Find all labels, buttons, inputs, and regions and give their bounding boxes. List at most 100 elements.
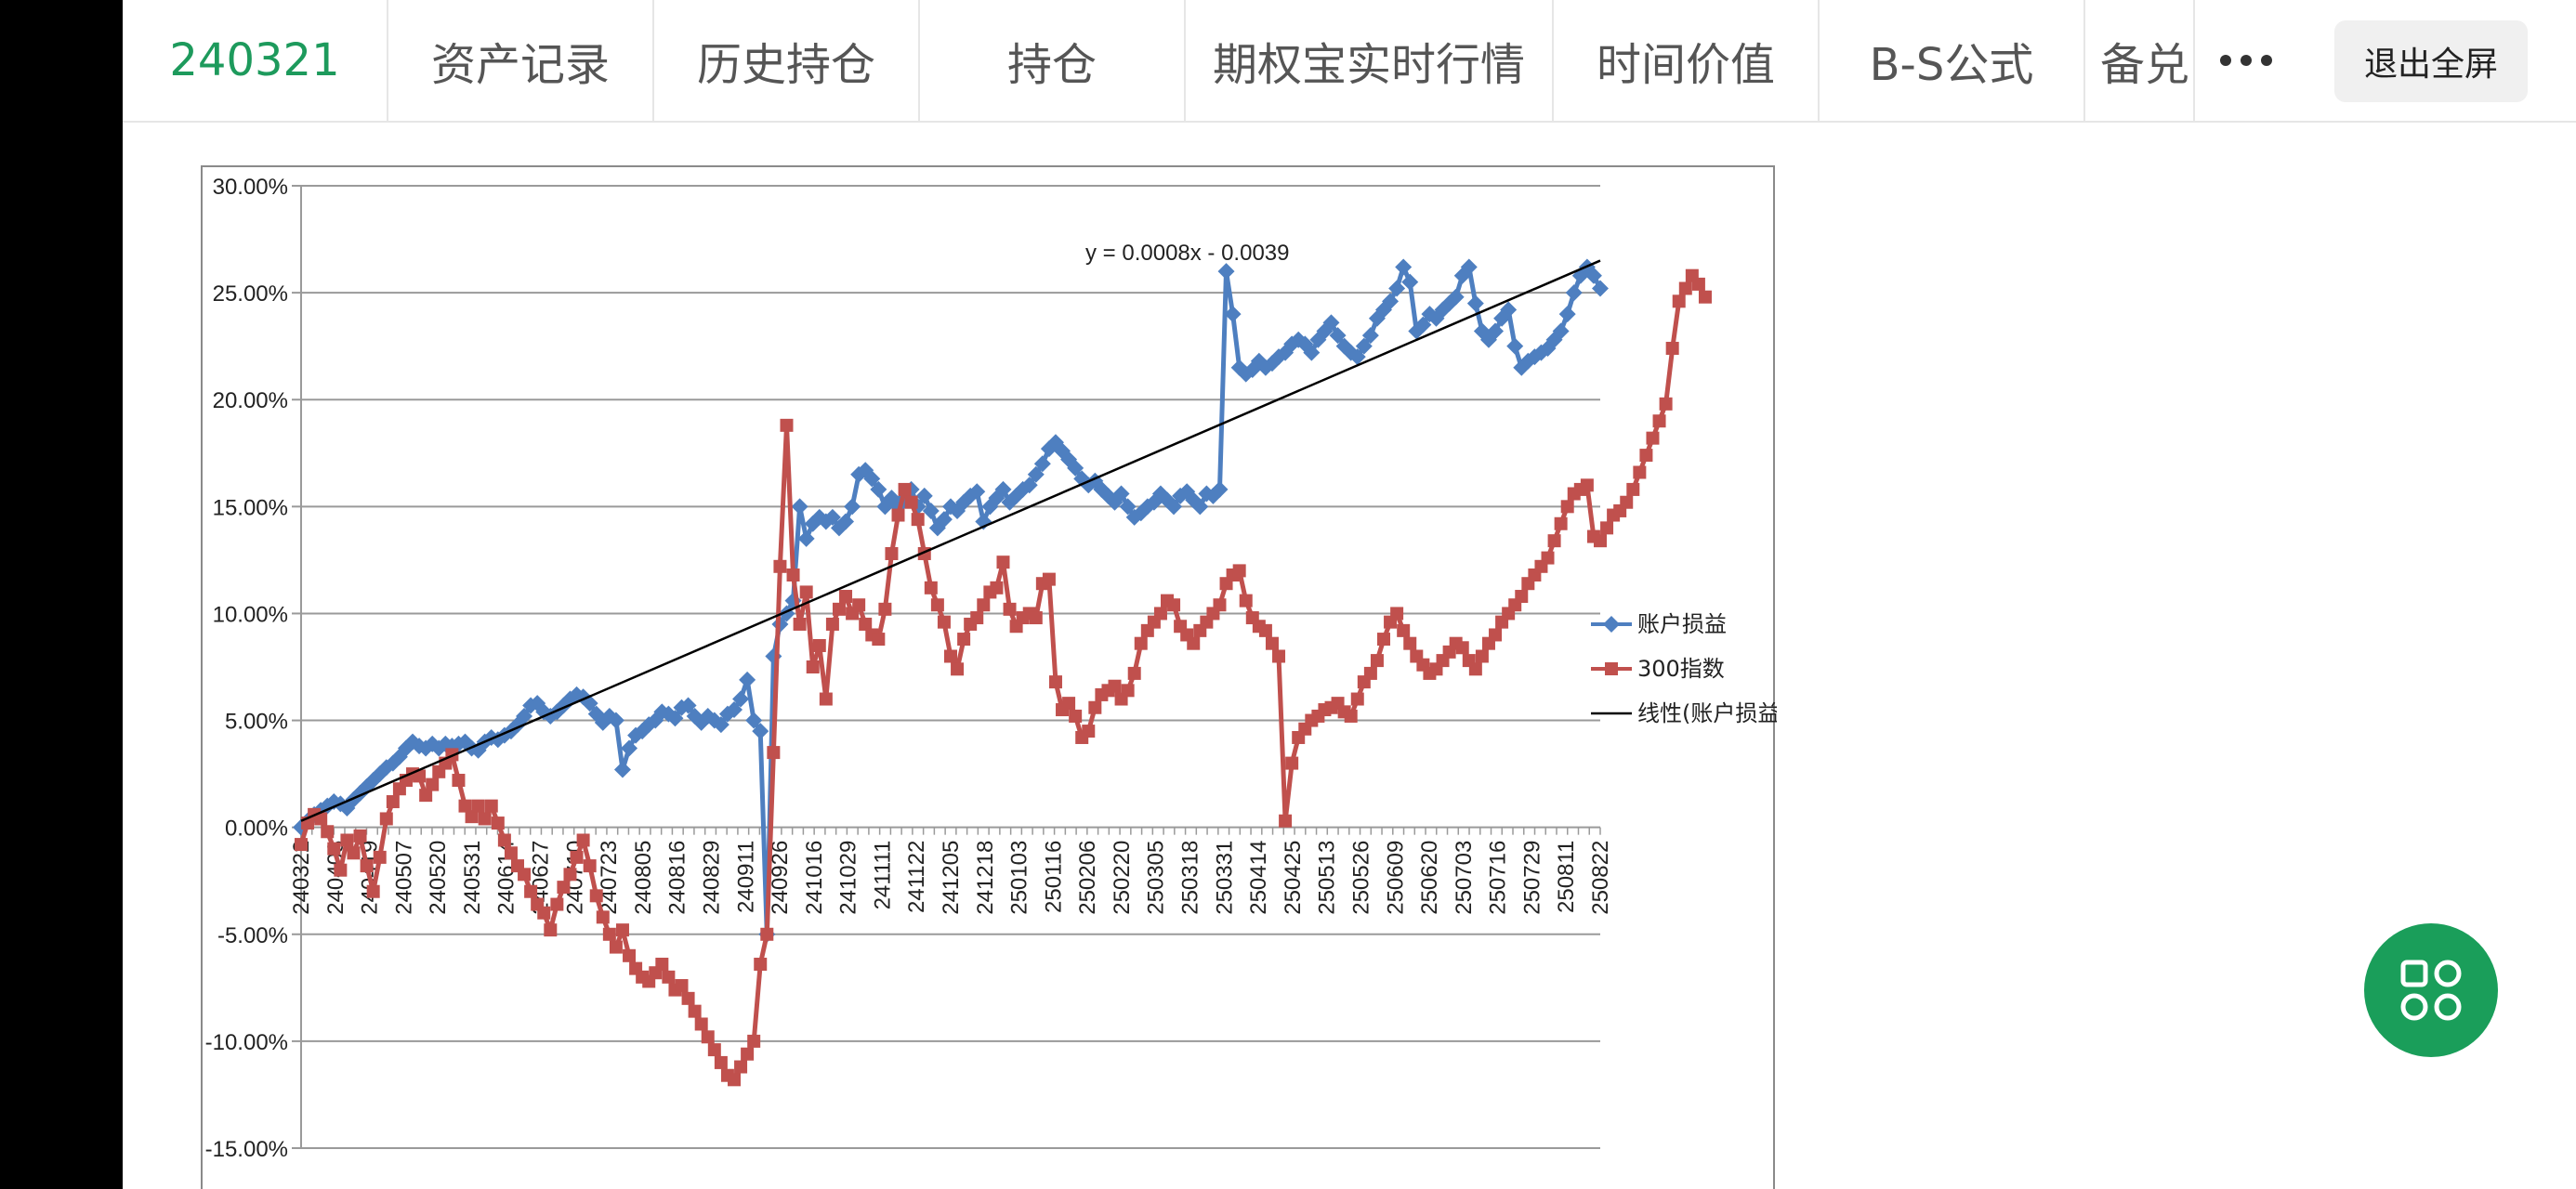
data-point xyxy=(360,859,374,873)
data-point xyxy=(786,568,800,582)
data-point xyxy=(863,470,881,488)
legend-marker xyxy=(1603,616,1620,633)
data-point xyxy=(1620,495,1634,509)
data-point xyxy=(1639,449,1653,463)
data-point xyxy=(1355,337,1373,355)
data-point xyxy=(1377,633,1390,647)
data-point xyxy=(817,513,835,530)
data-point xyxy=(977,598,991,612)
data-point xyxy=(745,712,763,729)
data-point xyxy=(1626,482,1640,496)
apps-grid-icon[interactable] xyxy=(2364,923,2498,1057)
data-point xyxy=(1370,654,1384,668)
data-point xyxy=(752,723,769,740)
data-point xyxy=(563,868,577,882)
data-point xyxy=(1303,344,1321,361)
data-point xyxy=(1487,322,1505,340)
data-point xyxy=(1489,628,1503,642)
data-point xyxy=(825,617,839,631)
data-point xyxy=(340,833,354,847)
tab-history-positions[interactable]: 历史持仓 xyxy=(654,0,920,121)
tab-covered-call[interactable]: 备兑 xyxy=(2085,0,2195,121)
x-tick-label: 250220 xyxy=(1110,841,1135,915)
data-point xyxy=(1088,700,1102,714)
x-tick-label: 240911 xyxy=(733,841,758,913)
line-chart: 30.00% 25.00% 20.00% 15.00% 10.00% 5.00% 0.00%… xyxy=(205,175,1777,1162)
tab-240321[interactable]: 240321 xyxy=(123,0,388,121)
x-tick-label: 241016 xyxy=(802,841,827,915)
data-point xyxy=(484,799,498,813)
data-point xyxy=(1344,709,1358,723)
data-point xyxy=(602,927,616,941)
data-point xyxy=(944,649,957,663)
data-point xyxy=(832,602,846,616)
tab-bs-formula[interactable]: B-S公式 xyxy=(1820,0,2085,121)
y-tick-label: -5.00% xyxy=(217,923,288,948)
data-point xyxy=(1558,306,1576,323)
data-point xyxy=(537,906,551,920)
tab-asset-records[interactable]: 资产记录 xyxy=(388,0,654,121)
data-point xyxy=(675,979,689,993)
data-point xyxy=(1401,273,1419,291)
data-point xyxy=(452,774,466,788)
data-point xyxy=(1600,521,1614,535)
x-tick-label: 250425 xyxy=(1281,841,1306,915)
data-point xyxy=(1069,709,1083,723)
data-point xyxy=(760,927,774,941)
data-point xyxy=(1165,498,1183,516)
legend-label: 300指数 xyxy=(1637,656,1725,682)
data-point xyxy=(576,833,590,847)
data-point xyxy=(1290,331,1308,348)
tab-time-value[interactable]: 时间价值 xyxy=(1554,0,1820,121)
x-tick-label: 241111 xyxy=(870,841,895,910)
data-point xyxy=(607,712,624,729)
data-point xyxy=(728,1073,741,1087)
data-point xyxy=(621,739,638,757)
data-point xyxy=(747,1034,761,1048)
data-point xyxy=(1382,293,1400,310)
x-tick-label: 240507 xyxy=(391,841,416,915)
more-horizontal-icon[interactable] xyxy=(2195,0,2297,121)
exit-fullscreen-button[interactable]: 退出全屏 xyxy=(2334,20,2528,102)
data-point xyxy=(951,662,965,676)
data-point xyxy=(615,923,629,937)
data-point xyxy=(935,511,953,529)
data-point xyxy=(1029,611,1043,625)
data-point xyxy=(1350,692,1364,706)
x-tick-label: 250331 xyxy=(1212,841,1237,915)
legend-label: 线性(账户损益) xyxy=(1637,700,1777,726)
data-point xyxy=(911,513,925,527)
data-point xyxy=(812,638,826,652)
data-point xyxy=(806,660,820,673)
data-point xyxy=(516,707,533,725)
data-point xyxy=(701,1030,715,1044)
data-point xyxy=(1361,327,1379,345)
data-point xyxy=(1466,294,1484,312)
data-point xyxy=(627,726,645,744)
data-point xyxy=(922,502,940,519)
x-tick-label: 241218 xyxy=(973,841,998,915)
tab-positions[interactable]: 持仓 xyxy=(920,0,1186,121)
data-point xyxy=(596,910,610,924)
x-tick-label: 250414 xyxy=(1246,841,1271,915)
data-point xyxy=(504,846,518,860)
x-tick-label: 250116 xyxy=(1041,841,1066,913)
data-point xyxy=(942,498,959,516)
data-point xyxy=(1592,280,1609,297)
x-tick-label: 241029 xyxy=(836,841,861,915)
data-point xyxy=(732,690,750,708)
data-point xyxy=(325,793,343,811)
data-point xyxy=(518,868,532,882)
data-point xyxy=(1213,598,1227,612)
data-point xyxy=(1580,478,1594,492)
data-point xyxy=(1014,480,1032,498)
data-point xyxy=(371,765,388,783)
data-point xyxy=(419,789,433,803)
data-point xyxy=(1279,814,1293,828)
data-point xyxy=(924,581,938,594)
x-tick-label: 240816 xyxy=(665,841,690,915)
data-point xyxy=(870,480,887,498)
tab-realtime-quotes[interactable]: 期权宝实时行情 xyxy=(1186,0,1554,121)
data-point xyxy=(1099,487,1117,504)
data-point xyxy=(767,746,781,760)
